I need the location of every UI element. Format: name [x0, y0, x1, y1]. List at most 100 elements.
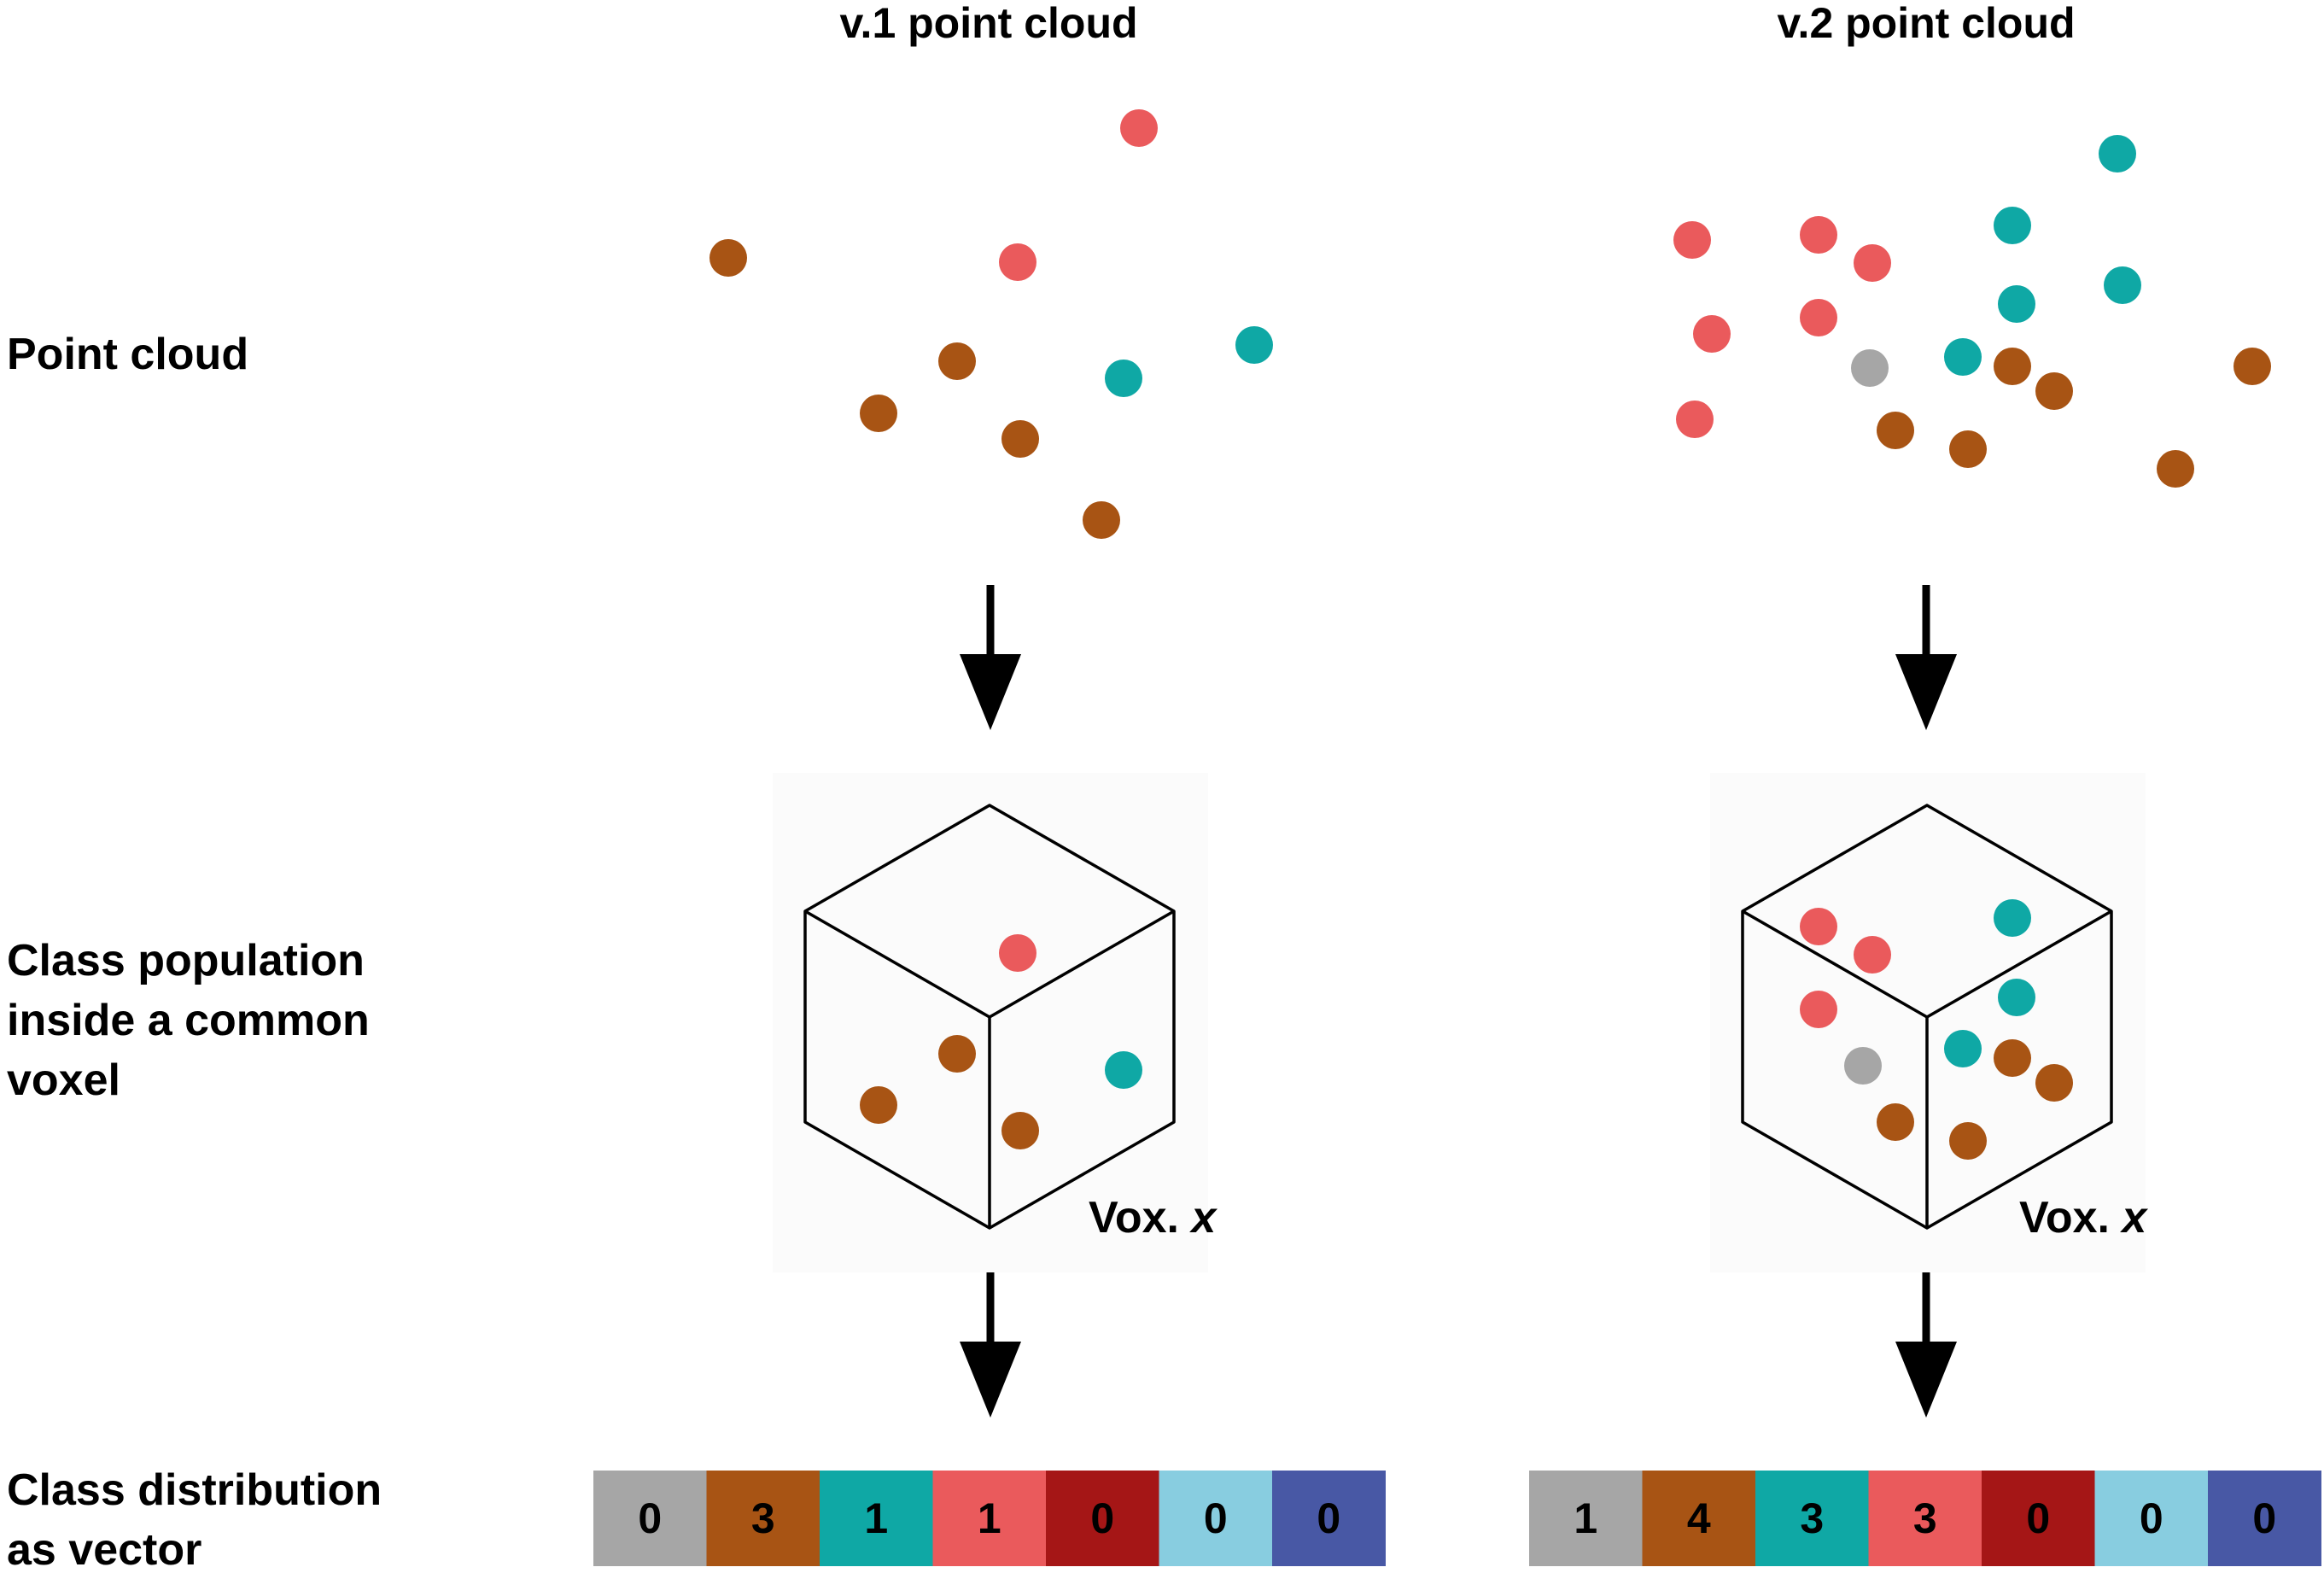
point-brown — [938, 342, 976, 380]
vector-cell-value: 3 — [1800, 1494, 1824, 1542]
vector-cell: 0 — [593, 1471, 707, 1566]
vector-cell-value: 0 — [2140, 1494, 2163, 1542]
point-red — [1120, 109, 1158, 147]
row-label-vector-line2: as vector — [7, 1525, 201, 1573]
voxel-label-variable: x — [1188, 1193, 1217, 1243]
vector-cell-value: 0 — [638, 1494, 662, 1542]
column-title-v1: v.1 point cloud — [839, 0, 1137, 47]
voxel-cube-v2: Vox. x — [1710, 773, 2148, 1272]
vector-cell-fill — [1046, 1471, 1159, 1566]
point-brown — [938, 1035, 976, 1073]
point-brown — [2157, 450, 2194, 488]
vector-cell-fill — [1642, 1471, 1756, 1566]
vector-cell-value: 0 — [1204, 1494, 1228, 1542]
point-teal — [1998, 285, 2035, 323]
row-label-voxel-line1: Class population — [7, 936, 365, 985]
vector-cell-fill — [1868, 1471, 1982, 1566]
point-red — [1673, 221, 1711, 259]
point-red — [1800, 991, 1837, 1028]
vector-cell-fill — [1529, 1471, 1643, 1566]
vector-cell-value: 0 — [1317, 1494, 1340, 1542]
cube-outline — [1741, 804, 2113, 1230]
vector-cell-value: 0 — [1090, 1494, 1114, 1542]
voxel-label-prefix: Vox. — [2019, 1193, 2122, 1243]
vector-cell-value: 0 — [2252, 1494, 2276, 1542]
vector-cell-value: 3 — [1913, 1494, 1937, 1542]
point-brown — [1083, 501, 1120, 539]
vector-cell-value: 1 — [864, 1494, 888, 1542]
point-red — [1800, 216, 1837, 254]
point-red — [999, 934, 1036, 972]
point-red — [1854, 936, 1891, 974]
point-teal — [1944, 1030, 1982, 1067]
point-teal — [1105, 360, 1142, 397]
vector-cell: 0 — [1159, 1471, 1273, 1566]
vector-cell: 4 — [1642, 1471, 1756, 1566]
vector-cell-fill — [2094, 1471, 2209, 1566]
vector-cell-fill — [820, 1471, 933, 1566]
point-brown — [1877, 1103, 1914, 1141]
class-vector-v1: 0 3 1 1 0 0 0 — [593, 1471, 1386, 1566]
vector-cell-fill — [932, 1471, 1047, 1566]
vector-cell-fill — [1272, 1471, 1386, 1566]
point-teal — [1944, 338, 1982, 376]
vector-cell-fill — [1159, 1471, 1273, 1566]
voxel-cube-v1: Vox. x — [773, 773, 1217, 1272]
vector-cell: 1 — [932, 1471, 1047, 1566]
vector-cell-value: 1 — [978, 1494, 1001, 1542]
vector-cell-fill — [2208, 1471, 2321, 1566]
vector-cell: 3 — [706, 1471, 820, 1566]
point-cloud-v2 — [1673, 135, 2271, 488]
class-vector-v2: 1 4 3 3 0 0 0 — [1529, 1471, 2321, 1566]
row-label-voxel: Class population inside a common voxel — [7, 936, 370, 1105]
arrow-v1-top — [960, 585, 1021, 730]
arrow-v2-top — [1895, 585, 1957, 730]
point-brown — [2035, 372, 2073, 410]
point-brown — [1001, 420, 1039, 458]
point-red — [1854, 244, 1891, 282]
column-title-v2: v.2 point cloud — [1777, 0, 2075, 47]
point-teal — [2099, 135, 2136, 173]
vector-cell: 0 — [1272, 1471, 1386, 1566]
voxel-label-v2: Vox. x — [2019, 1193, 2148, 1243]
arrow-v1-bottom — [960, 1272, 1021, 1418]
point-red — [1800, 299, 1837, 336]
row-label-vector-line1: Class distribution — [7, 1465, 382, 1515]
cube-outline — [803, 804, 1176, 1230]
voxel-label-prefix: Vox. — [1089, 1193, 1191, 1243]
point-teal — [2104, 266, 2141, 304]
voxel-label-v1: Vox. x — [1089, 1193, 1217, 1243]
point-brown — [860, 395, 897, 432]
point-brown — [1949, 430, 1987, 468]
point-red — [1676, 401, 1714, 438]
point-red — [1800, 908, 1837, 945]
vector-cell: 0 — [2094, 1471, 2209, 1566]
point-teal — [1994, 207, 2031, 244]
row-label-voxel-line2: inside a common — [7, 996, 370, 1045]
point-teal — [1998, 979, 2035, 1016]
voxel-label-variable: x — [2119, 1193, 2148, 1243]
vector-cell-fill — [1755, 1471, 1869, 1566]
row-label-vector: Class distribution as vector — [7, 1465, 382, 1573]
point-teal — [1235, 326, 1273, 364]
point-brown — [2035, 1064, 2073, 1102]
row-label-point-cloud: Point cloud — [7, 330, 248, 379]
point-brown — [1994, 348, 2031, 385]
vector-cell-value: 4 — [1687, 1494, 1711, 1542]
point-brown — [709, 239, 747, 277]
vector-cell-fill — [1982, 1471, 2095, 1566]
point-brown — [1949, 1122, 1987, 1160]
point-brown — [2233, 348, 2271, 385]
point-red — [999, 243, 1036, 281]
point-brown — [1877, 412, 1914, 449]
point-brown — [1994, 1039, 2031, 1077]
vector-cell: 3 — [1755, 1471, 1869, 1566]
row-label-voxel-line3: voxel — [7, 1055, 120, 1105]
vector-cell-fill — [706, 1471, 820, 1566]
point-gray — [1844, 1047, 1882, 1085]
point-cloud-v1 — [709, 109, 1273, 539]
point-teal — [1994, 899, 2031, 937]
point-brown — [860, 1086, 897, 1124]
vector-cell-fill — [593, 1471, 707, 1566]
